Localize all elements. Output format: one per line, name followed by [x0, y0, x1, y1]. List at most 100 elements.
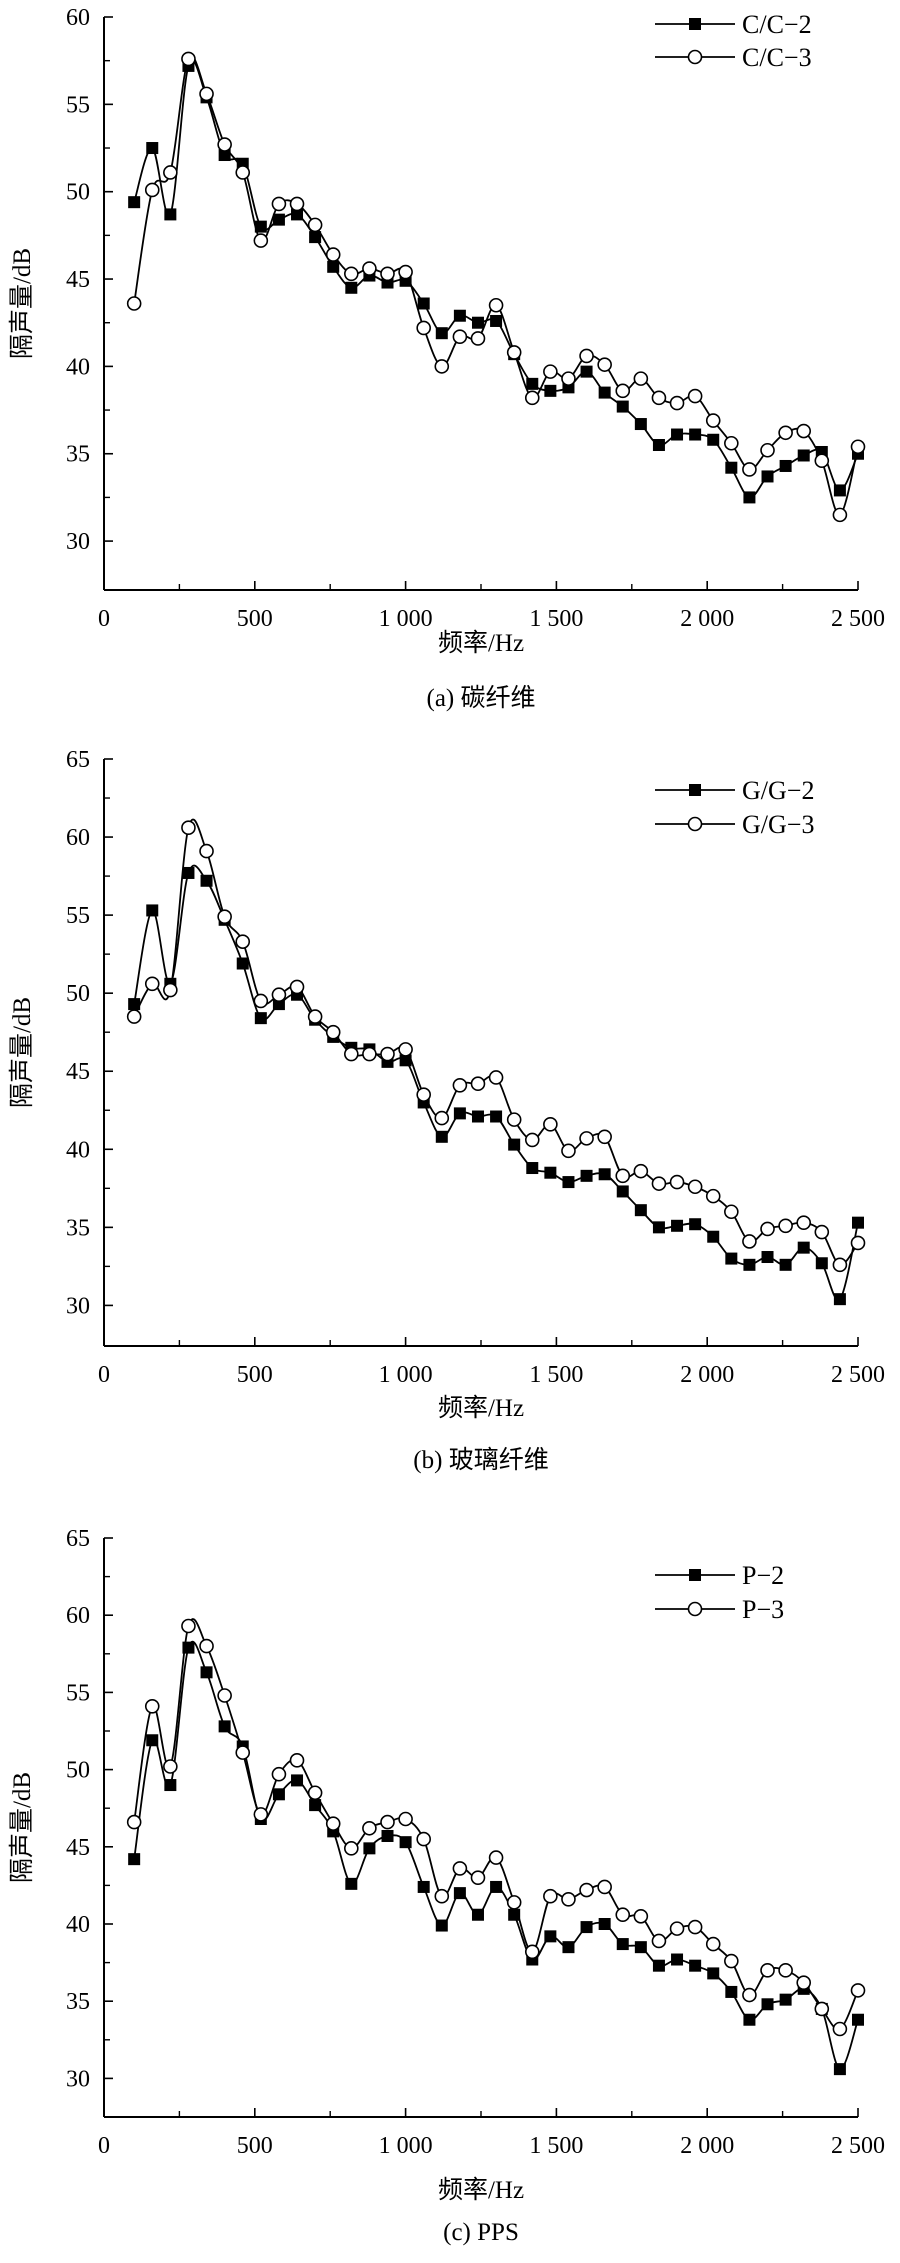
data-point	[289, 979, 305, 995]
data-point	[724, 435, 739, 451]
y-tick-label: 65	[66, 747, 90, 773]
legend-label: G/G−3	[742, 810, 814, 839]
data-point	[163, 165, 178, 180]
data-point	[291, 208, 304, 221]
x-tick-label: 2 000	[680, 2133, 734, 2159]
data-point	[598, 1168, 611, 1181]
legend-label: P−2	[742, 1561, 784, 1590]
data-point	[144, 1698, 160, 1714]
data-point	[362, 261, 377, 276]
data-point	[580, 1169, 593, 1182]
data-point	[307, 1009, 323, 1024]
data-point	[506, 1112, 522, 1127]
y-tick-label: 50	[66, 1758, 90, 1784]
data-point	[580, 1921, 593, 1934]
data-point	[345, 1877, 358, 1890]
y-tick-label: 55	[66, 92, 90, 118]
series-C/C−2	[128, 59, 864, 504]
data-point	[671, 428, 684, 441]
data-point	[508, 1138, 521, 1151]
series-line	[133, 1618, 859, 2031]
data-point	[381, 1829, 394, 1842]
chart-2: 30 35 40 45 50 55 60 65 0 500 1 000 1 500 2 000 2 500…	[8, 1526, 885, 2246]
data-point	[380, 1046, 395, 1062]
legend-marker	[689, 784, 701, 796]
legend-label: C/C−2	[742, 10, 812, 39]
x-tick-label: 1 500	[529, 1362, 583, 1388]
data-point	[850, 1983, 866, 1998]
data-point	[399, 1054, 412, 1067]
data-point	[181, 1618, 196, 1634]
data-point	[289, 196, 305, 212]
data-point	[852, 1216, 864, 1229]
data-point	[579, 1131, 594, 1146]
data-point	[398, 1042, 413, 1057]
y-tick-label: 60	[66, 5, 90, 31]
data-point	[669, 1921, 685, 1936]
data-point	[126, 296, 142, 311]
data-point	[561, 1143, 576, 1159]
data-point	[218, 1720, 231, 1733]
data-point	[705, 1188, 721, 1204]
legend-marker	[687, 1601, 703, 1617]
data-point	[779, 459, 792, 472]
data-point	[344, 266, 359, 282]
data-point	[616, 1938, 629, 1951]
data-point	[380, 266, 395, 282]
data-point	[435, 1919, 448, 1932]
data-point	[399, 1836, 412, 1849]
y-tick-label: 50	[66, 981, 90, 1007]
data-point	[779, 1258, 792, 1271]
data-point	[852, 2013, 864, 2026]
data-point	[490, 1880, 503, 1893]
legend-label: C/C−3	[742, 43, 812, 72]
data-point	[615, 383, 631, 399]
data-point	[271, 196, 287, 212]
data-point	[597, 1129, 612, 1145]
y-tick-label: 60	[66, 825, 90, 851]
legend-label: G/G−2	[742, 776, 814, 805]
y-tick-label: 65	[66, 1526, 90, 1552]
x-axis-label: 频率/Hz	[438, 629, 524, 657]
data-point	[181, 820, 196, 835]
data-point	[325, 1024, 341, 1040]
data-point	[126, 1814, 142, 1830]
data-point	[797, 449, 810, 462]
data-point	[126, 1009, 142, 1024]
data-point	[778, 425, 793, 441]
data-point	[633, 1908, 649, 1924]
data-point	[345, 281, 358, 294]
data-point	[669, 1174, 685, 1190]
y-tick-label: 45	[66, 1059, 90, 1085]
data-point	[272, 213, 285, 226]
data-point	[452, 1861, 468, 1876]
data-point	[128, 196, 141, 209]
data-point	[778, 1218, 793, 1234]
x-tick-label: 2 000	[680, 606, 734, 632]
data-point	[398, 264, 413, 280]
data-point	[524, 390, 540, 406]
data-point	[562, 1176, 575, 1189]
data-point	[760, 442, 775, 458]
data-point	[761, 470, 774, 483]
y-tick-label: 50	[66, 180, 90, 206]
data-point	[634, 1204, 647, 1217]
data-point	[652, 1959, 665, 1972]
data-point	[253, 993, 269, 1009]
data-point	[453, 1887, 466, 1900]
y-tick-label: 40	[66, 1912, 90, 1938]
data-point	[470, 1870, 486, 1885]
y-tick-label: 55	[66, 1680, 90, 1706]
data-point	[253, 233, 269, 248]
data-point	[651, 1933, 667, 1949]
data-point	[796, 1975, 812, 1990]
data-point	[235, 1745, 251, 1760]
data-point	[506, 345, 522, 360]
data-point	[651, 1176, 667, 1191]
data-point	[217, 909, 232, 924]
data-point	[254, 1012, 267, 1025]
data-point	[815, 1257, 828, 1270]
y-tick-label: 55	[66, 903, 90, 929]
data-point	[742, 1987, 757, 2003]
x-tick-label: 2 500	[831, 606, 885, 632]
